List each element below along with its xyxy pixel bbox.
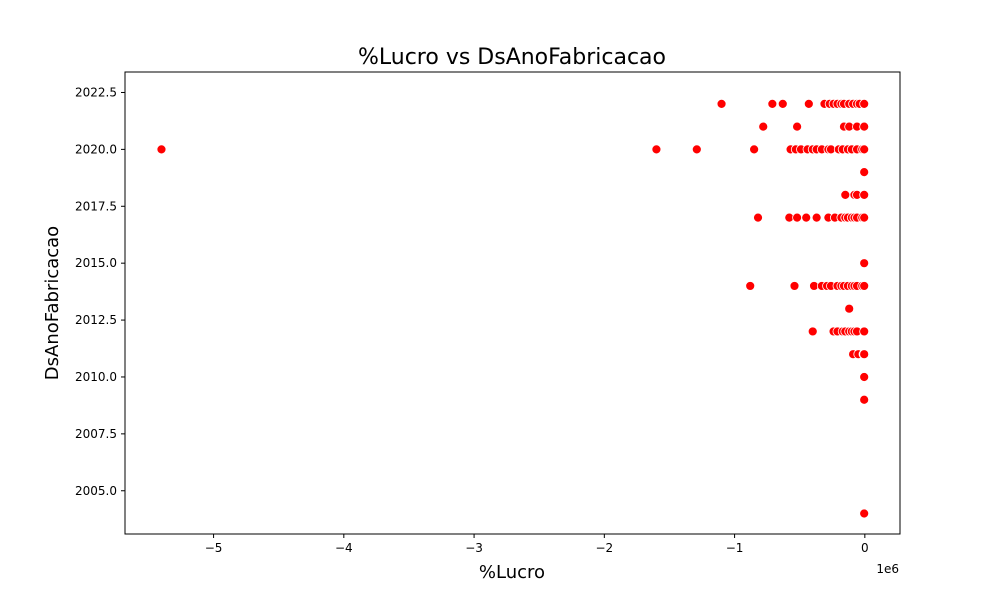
data-point (859, 212, 870, 223)
y-tick-label: 2020.0 (75, 142, 117, 156)
data-point (859, 98, 870, 109)
data-point (156, 144, 167, 155)
x-tick-label: −3 (465, 541, 483, 555)
data-point (792, 121, 803, 132)
data-point (859, 144, 870, 155)
y-tick-label: 2010.0 (75, 370, 117, 384)
chart-title: %Lucro vs DsAnoFabricacao (358, 45, 666, 70)
x-axis: −5 −4 −3 −2 −1 0 (205, 534, 869, 555)
data-point (859, 326, 870, 337)
data-point (840, 189, 851, 200)
data-point (691, 144, 702, 155)
data-point (859, 281, 870, 291)
x-axis-offset-label: 1e6 (876, 562, 899, 576)
data-point (767, 98, 778, 109)
data-point (651, 144, 662, 155)
y-tick-label: 2007.5 (75, 427, 117, 441)
data-point (859, 508, 870, 519)
y-tick-label: 2012.5 (75, 313, 117, 327)
data-point (859, 349, 870, 360)
x-tick-label: −5 (205, 541, 223, 555)
data-point (758, 121, 769, 132)
data-point (801, 212, 812, 223)
data-point (844, 303, 855, 314)
data-point (859, 372, 870, 382)
data-point (859, 189, 870, 200)
y-axis-title: DsAnoFabricacao (42, 226, 63, 380)
data-point (859, 167, 870, 178)
x-tick-label: −1 (726, 541, 744, 555)
data-point (859, 258, 870, 269)
data-point (859, 394, 870, 405)
y-tick-label: 2005.0 (75, 484, 117, 498)
data-point (716, 98, 727, 109)
data-point (811, 212, 822, 223)
x-axis-title: %Lucro (479, 562, 545, 583)
y-tick-label: 2017.5 (75, 199, 117, 213)
y-tick-label: 2022.5 (75, 85, 117, 99)
data-point (803, 98, 814, 109)
data-point (792, 212, 803, 223)
data-point (859, 121, 870, 132)
x-tick-label: 0 (861, 541, 869, 555)
data-points (156, 98, 870, 519)
x-tick-label: −4 (335, 541, 353, 555)
x-tick-label: −2 (595, 541, 613, 555)
data-point (749, 144, 760, 155)
y-tick-label: 2015.0 (75, 256, 117, 270)
data-point (745, 281, 756, 291)
plot-area-frame (124, 71, 901, 535)
data-point (807, 326, 818, 337)
data-point (777, 98, 788, 109)
data-point (753, 212, 763, 223)
y-axis: 2005.0 2007.5 2010.0 2012.5 2015.0 2017.5 2020… (75, 85, 125, 498)
data-point (789, 281, 800, 291)
